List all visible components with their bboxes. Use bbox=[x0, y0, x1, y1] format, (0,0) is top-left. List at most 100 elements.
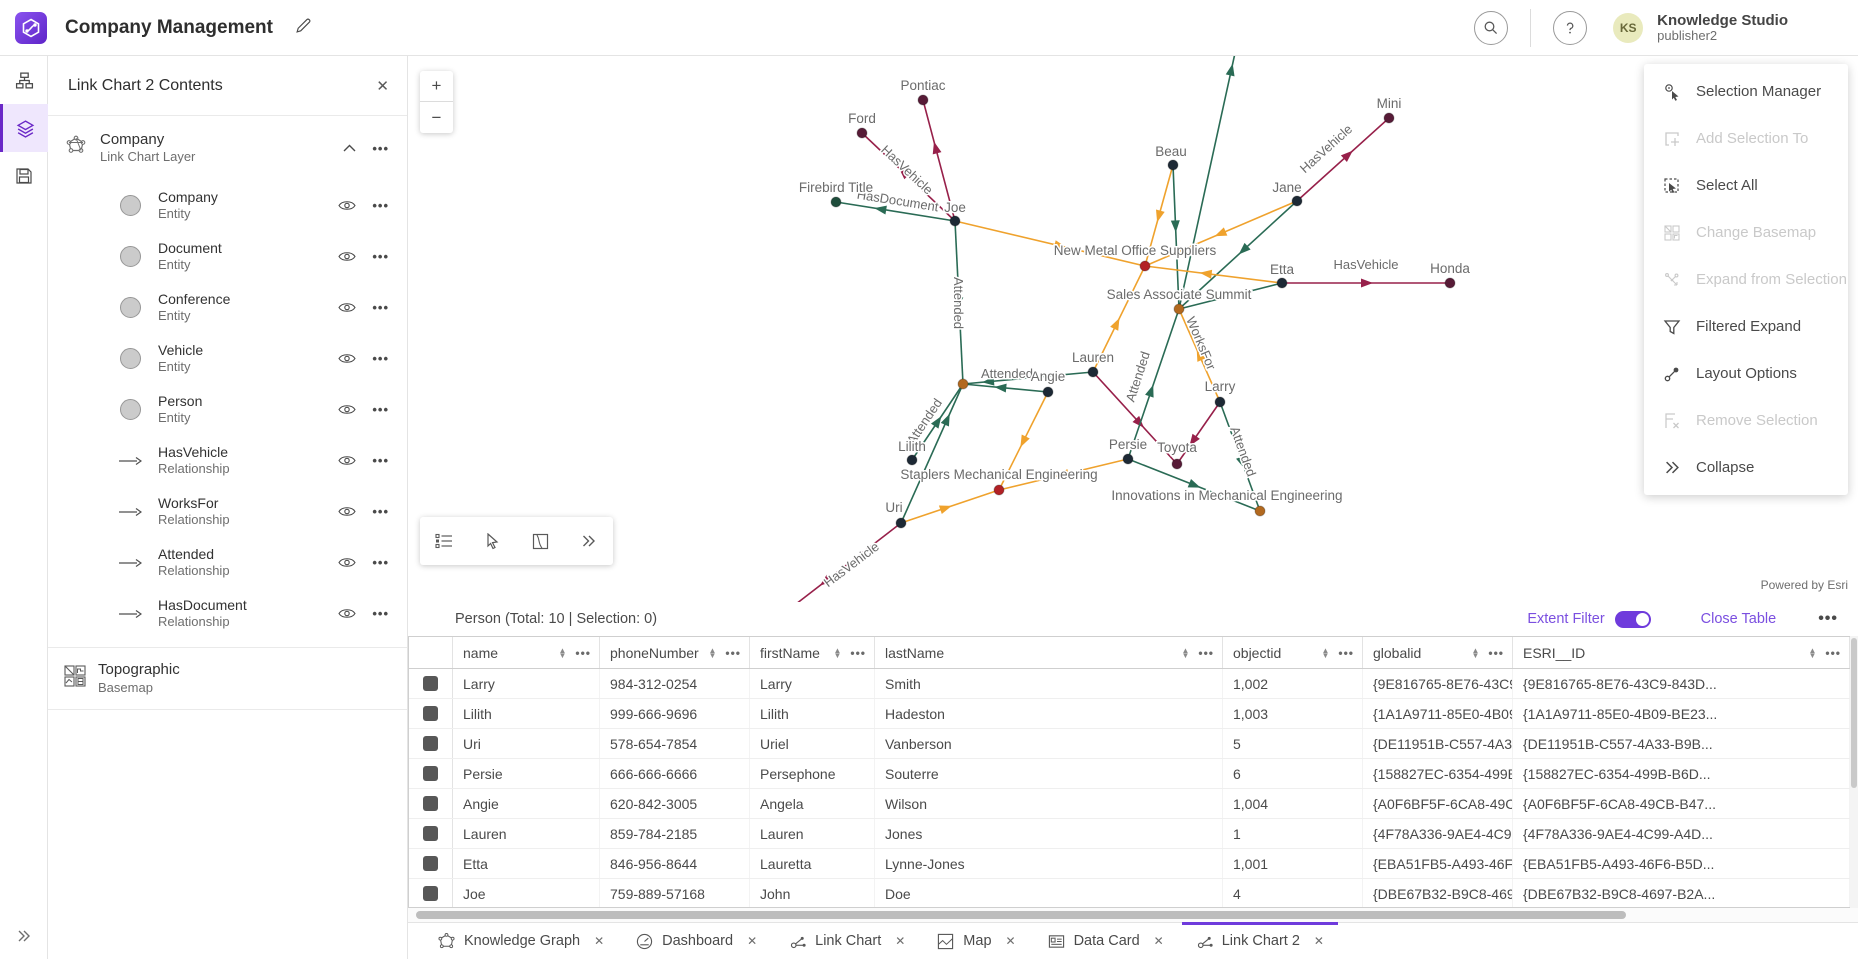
edge-Attended[interactable] bbox=[1178, 56, 1237, 310]
help-button[interactable] bbox=[1553, 11, 1588, 45]
node-person[interactable] bbox=[1122, 453, 1134, 465]
edge-HasVehicle[interactable] bbox=[922, 99, 956, 222]
node-person[interactable] bbox=[1214, 396, 1226, 408]
layer-item-company[interactable]: Company Entity ••• bbox=[48, 180, 407, 231]
visibility-eye-icon[interactable] bbox=[338, 403, 356, 416]
zoom-in-button[interactable]: + bbox=[420, 71, 453, 102]
table-horizontal-scrollbar[interactable] bbox=[408, 908, 1858, 922]
edge-Attended[interactable] bbox=[1219, 401, 1261, 512]
close-table-button[interactable]: Close Table bbox=[1700, 611, 1777, 627]
layer-item-document[interactable]: Document Entity ••• bbox=[48, 231, 407, 282]
table-row[interactable]: Angie 620-842-3005 Angela Wilson 1,004 {A0F6B… bbox=[409, 789, 1850, 819]
tab-map[interactable]: Map ✕ bbox=[921, 923, 1031, 959]
node-vehicle[interactable] bbox=[1383, 112, 1395, 124]
menu-item-change-basemap[interactable]: Change Basemap bbox=[1644, 209, 1848, 256]
layer-item-hasdocument[interactable]: HasDocument Relationship ••• bbox=[48, 588, 407, 639]
edge-HasVehicle[interactable] bbox=[861, 132, 956, 222]
table-row[interactable]: Lauren 859-784-2185 Lauren Jones 1 {4F78A336-… bbox=[409, 819, 1850, 849]
layers-rail-button[interactable] bbox=[0, 104, 48, 152]
table-row[interactable]: Larry 984-312-0254 Larry Smith 1,002 {9E81676… bbox=[409, 669, 1850, 699]
visibility-eye-icon[interactable] bbox=[338, 301, 356, 314]
column-menu-button[interactable]: ••• bbox=[725, 645, 741, 660]
row-checkbox[interactable] bbox=[423, 766, 438, 781]
table-options-button[interactable]: ••• bbox=[1818, 610, 1838, 627]
sort-icon[interactable]: ▲ ▼ bbox=[833, 645, 842, 660]
visibility-eye-icon[interactable] bbox=[338, 454, 356, 467]
close-tab-icon[interactable]: ✕ bbox=[1153, 934, 1164, 948]
table-row[interactable]: Persie 666-666-6666 Persephone Souterre 6 {15… bbox=[409, 759, 1850, 789]
menu-item-filtered-expand[interactable]: Filtered Expand bbox=[1644, 303, 1848, 350]
menu-item-add-selection-to[interactable]: Add Selection To bbox=[1644, 115, 1848, 162]
sort-icon[interactable]: ▲ ▼ bbox=[708, 645, 717, 660]
node-person[interactable] bbox=[949, 215, 961, 227]
node-conference[interactable] bbox=[1254, 505, 1266, 517]
table-row[interactable]: Joe 759-889-57168 John Doe 4 {DBE67B32-B9C8-4… bbox=[409, 879, 1850, 907]
row-checkbox[interactable] bbox=[423, 736, 438, 751]
item-options-button[interactable]: ••• bbox=[372, 453, 389, 468]
row-checkbox[interactable] bbox=[423, 676, 438, 691]
toolbar-expand-button[interactable] bbox=[572, 524, 606, 558]
menu-item-selection-manager[interactable]: Selection Manager bbox=[1644, 68, 1848, 115]
save-rail-button[interactable] bbox=[0, 152, 48, 200]
visibility-eye-icon[interactable] bbox=[338, 607, 356, 620]
edge-HasVehicle[interactable] bbox=[1296, 117, 1390, 202]
item-options-button[interactable]: ••• bbox=[372, 555, 389, 570]
layer-item-person[interactable]: Person Entity ••• bbox=[48, 384, 407, 435]
table-row[interactable]: Lilith 999-666-9696 Lilith Hadeston 1,003 {1A… bbox=[409, 699, 1850, 729]
node-vehicle[interactable] bbox=[856, 127, 868, 139]
visibility-eye-icon[interactable] bbox=[338, 505, 356, 518]
menu-item-layout-options[interactable]: Layout Options bbox=[1644, 350, 1848, 397]
node-document[interactable] bbox=[830, 196, 842, 208]
close-tab-icon[interactable]: ✕ bbox=[594, 934, 605, 948]
close-tab-icon[interactable]: ✕ bbox=[895, 934, 906, 948]
edge-HasVehicle[interactable] bbox=[1176, 401, 1221, 465]
column-menu-button[interactable]: ••• bbox=[1338, 645, 1354, 660]
column-menu-button[interactable]: ••• bbox=[1198, 645, 1214, 660]
edge-HasVehicle[interactable] bbox=[1092, 371, 1178, 465]
extent-filter-toggle[interactable] bbox=[1614, 610, 1651, 628]
item-options-button[interactable]: ••• bbox=[372, 402, 389, 417]
item-options-button[interactable]: ••• bbox=[372, 300, 389, 315]
item-options-button[interactable]: ••• bbox=[372, 198, 389, 213]
edge-Attended[interactable] bbox=[1172, 164, 1180, 310]
sort-icon[interactable]: ▲ ▼ bbox=[1321, 645, 1330, 660]
tab-link-chart[interactable]: Link Chart ✕ bbox=[773, 923, 921, 959]
collapse-layer-icon[interactable] bbox=[343, 139, 356, 157]
node-vehicle[interactable] bbox=[917, 94, 929, 106]
menu-item-collapse[interactable]: Collapse bbox=[1644, 444, 1848, 491]
basemap-row[interactable]: Topographic Basemap bbox=[48, 648, 407, 710]
row-checkbox[interactable] bbox=[423, 706, 438, 721]
row-checkbox[interactable] bbox=[423, 856, 438, 871]
menu-item-select-all[interactable]: Select All bbox=[1644, 162, 1848, 209]
node-person[interactable] bbox=[1087, 366, 1099, 378]
row-checkbox[interactable] bbox=[423, 826, 438, 841]
item-options-button[interactable]: ••• bbox=[372, 606, 389, 621]
node-vehicle[interactable] bbox=[1444, 277, 1456, 289]
sort-icon[interactable]: ▲ ▼ bbox=[1808, 645, 1817, 660]
node-conference[interactable] bbox=[957, 378, 969, 390]
visibility-eye-icon[interactable] bbox=[338, 199, 356, 212]
node-person[interactable] bbox=[1276, 277, 1288, 289]
sort-icon[interactable]: ▲ ▼ bbox=[1181, 645, 1190, 660]
layer-options-button[interactable]: ••• bbox=[372, 140, 389, 156]
item-options-button[interactable]: ••• bbox=[372, 504, 389, 519]
close-tab-icon[interactable]: ✕ bbox=[1005, 934, 1016, 948]
user-info[interactable]: Knowledge Studio publisher2 bbox=[1657, 12, 1788, 44]
visibility-eye-icon[interactable] bbox=[338, 352, 356, 365]
select-cursor-button[interactable] bbox=[475, 524, 509, 558]
edge-Attended[interactable] bbox=[900, 383, 964, 524]
column-menu-button[interactable]: ••• bbox=[1488, 645, 1504, 660]
tab-link-chart-2[interactable]: Link Chart 2 ✕ bbox=[1180, 922, 1340, 959]
edge-Attended[interactable] bbox=[1127, 308, 1180, 460]
close-tab-icon[interactable]: ✕ bbox=[1313, 934, 1324, 948]
sort-icon[interactable]: ▲ ▼ bbox=[558, 645, 567, 660]
table-row[interactable]: Etta 846-956-8644 Lauretta Lynne-Jones 1,001… bbox=[409, 849, 1850, 879]
menu-item-expand-from-selection[interactable]: Expand from Selection bbox=[1644, 256, 1848, 303]
close-panel-icon[interactable]: ✕ bbox=[376, 77, 389, 95]
tab-data-card[interactable]: Data Card ✕ bbox=[1032, 923, 1180, 959]
tab-knowledge-graph[interactable]: Knowledge Graph ✕ bbox=[422, 923, 620, 959]
node-person[interactable] bbox=[895, 517, 907, 529]
user-avatar[interactable]: KS bbox=[1613, 13, 1644, 43]
node-company[interactable] bbox=[1139, 260, 1151, 272]
column-menu-button[interactable]: ••• bbox=[850, 645, 866, 660]
